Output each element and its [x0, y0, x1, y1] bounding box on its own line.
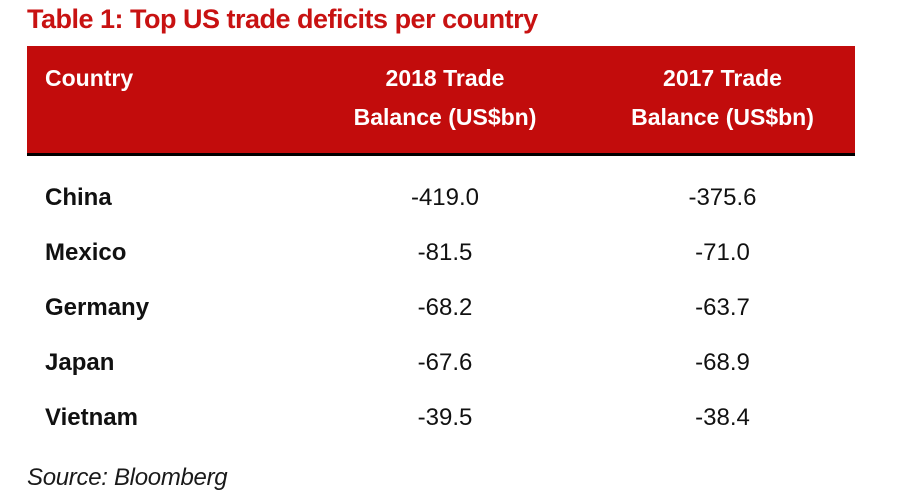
country-cell: China: [45, 183, 112, 211]
balance-2017-cell: -63.7: [695, 293, 750, 321]
country-cell: Mexico: [45, 238, 127, 266]
balance-2018-cell: -81.5: [417, 238, 473, 266]
page-title: Table 1: Top US trade deficits per count…: [27, 4, 538, 34]
header-2018-line1: 2018 Trade: [385, 65, 505, 91]
balance-2017-cell: -38.4: [695, 403, 750, 431]
source-note: Source: Bloomberg: [27, 464, 228, 491]
table-body: China -419.0 -375.6 Mexico -81.5 -71.0 G…: [27, 156, 855, 445]
table-row-vietnam: Vietnam -39.5 -38.4: [27, 390, 855, 445]
country-cell: Germany: [45, 293, 150, 321]
header-cell-2017-balance: 2017 Trade Balance (US$bn): [590, 59, 855, 137]
country-cell: Japan: [45, 348, 115, 376]
balance-2017-cell: -71.0: [695, 238, 750, 266]
balance-2018-cell: -67.6: [417, 348, 473, 376]
table-row-mexico: Mexico -81.5 -71.0: [27, 225, 855, 280]
header-cell-2018-balance: 2018 Trade Balance (US$bn): [300, 59, 590, 137]
trade-deficit-table: Country 2018 Trade Balance (US$bn) 2017 …: [27, 46, 855, 445]
header-2018-line2: Balance (US$bn): [353, 104, 537, 130]
table-row-china: China -419.0 -375.6: [27, 170, 855, 225]
table-header-row: Country 2018 Trade Balance (US$bn) 2017 …: [27, 46, 855, 156]
table-row-japan: Japan -67.6 -68.9: [27, 335, 855, 390]
table-row-germany: Germany -68.2 -63.7: [27, 280, 855, 335]
balance-2018-cell: -39.5: [417, 403, 473, 431]
balance-2017-cell: -375.6: [688, 183, 757, 211]
balance-2017-cell: -68.9: [695, 348, 750, 376]
balance-2018-cell: -419.0: [410, 183, 480, 211]
header-country-label: Country: [45, 65, 134, 91]
header-2017-line1: 2017 Trade: [663, 65, 782, 91]
header-cell-country: Country: [27, 59, 300, 137]
document-page: Table 1: Top US trade deficits per count…: [27, 4, 855, 492]
balance-2018-cell: -68.2: [417, 293, 473, 321]
country-cell: Vietnam: [45, 403, 138, 431]
header-2017-line2: Balance (US$bn): [631, 104, 814, 130]
